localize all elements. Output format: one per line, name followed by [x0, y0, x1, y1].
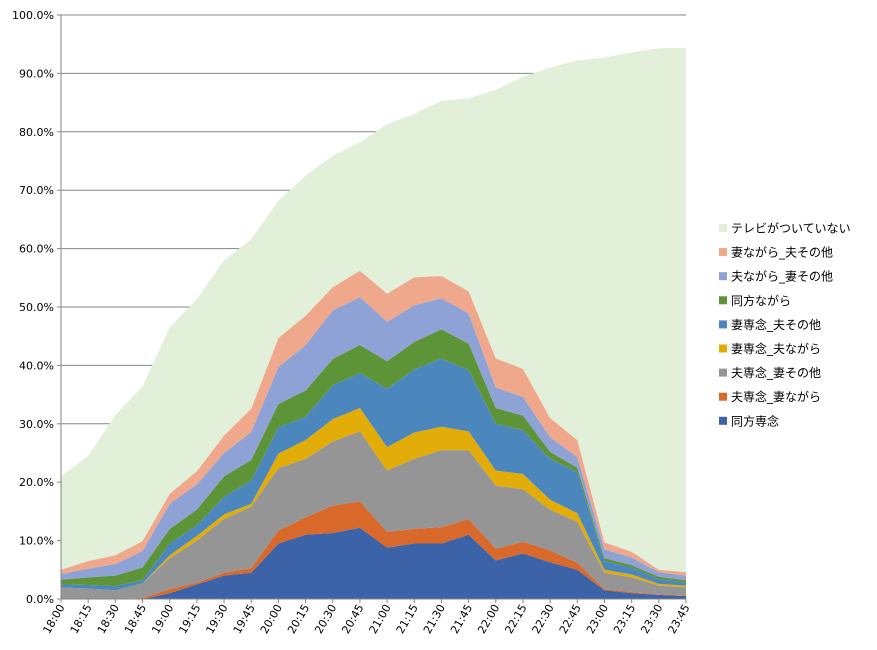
x-tick-label: 23:00 — [584, 602, 611, 636]
legend-swatch — [719, 344, 727, 353]
x-tick-label: 22:30 — [530, 602, 557, 636]
area-series-0 — [61, 527, 686, 599]
x-axis-tick-labels: 18:00 18:15 18:30 18:45 19:00 19:15 19:30 19:45… — [40, 599, 693, 636]
y-tick-label: 20.0% — [19, 476, 54, 489]
y-tick-label: 10.0% — [19, 535, 54, 548]
legend-label: テレビがついていない — [731, 221, 851, 236]
y-tick-label: 100.0% — [12, 9, 54, 22]
y-tick-label: 90.0% — [19, 67, 54, 80]
legend-swatch — [719, 224, 727, 232]
y-tick-label: 70.0% — [19, 184, 54, 197]
legend-swatch — [719, 392, 727, 401]
area-series-1 — [61, 501, 686, 599]
legend-label: 夫専念_妻その他 — [731, 365, 821, 380]
y-tick-label: 30.0% — [19, 418, 54, 431]
x-tick-label: 19:30 — [204, 602, 231, 636]
x-tick-label: 21:45 — [448, 602, 475, 636]
legend-swatch — [719, 368, 727, 377]
x-tick-label: 19:15 — [176, 602, 203, 636]
area-series-5 — [61, 329, 686, 587]
x-tick-label: 21:15 — [394, 602, 421, 636]
plot-areas — [61, 47, 686, 599]
legend-label: 夫専念_妻ながら — [731, 389, 821, 404]
x-tick-label: 22:15 — [502, 602, 529, 636]
x-tick-label: 22:00 — [475, 602, 502, 636]
legend-swatch — [719, 320, 727, 329]
area-series-3 — [61, 408, 686, 591]
legend-label: 同方専念 — [731, 413, 779, 428]
x-tick-label: 18:15 — [68, 602, 95, 636]
y-tick-label: 80.0% — [19, 126, 54, 139]
x-tick-label: 23:45 — [665, 602, 692, 636]
area-series-8 — [61, 47, 686, 573]
area-series-4 — [61, 358, 686, 591]
legend: テレビがついていない妻ながら_夫その他夫ながら_妻その他同方ながら妻専念_夫その… — [719, 221, 851, 428]
legend-swatch — [719, 416, 727, 425]
x-tick-label: 20:15 — [285, 602, 312, 636]
x-tick-label: 19:45 — [231, 602, 258, 636]
y-tick-label: 60.0% — [19, 243, 54, 256]
legend-swatch — [719, 272, 727, 281]
x-tick-label: 18:45 — [122, 602, 149, 636]
legend-label: 妻専念_夫その他 — [731, 317, 821, 332]
y-tick-label: 40.0% — [19, 359, 54, 372]
x-tick-label: 22:45 — [557, 602, 584, 636]
legend-label: 同方ながら — [731, 293, 791, 308]
x-tick-label: 21:30 — [421, 602, 448, 636]
x-tick-label: 18:00 — [40, 602, 67, 636]
x-tick-label: 20:45 — [339, 602, 366, 636]
area-series-2 — [61, 431, 686, 599]
x-tick-label: 23:15 — [611, 602, 638, 636]
y-tick-label: 50.0% — [19, 301, 54, 314]
legend-swatch — [719, 296, 727, 305]
x-tick-label: 20:00 — [258, 602, 285, 636]
x-tick-label: 18:30 — [95, 602, 122, 636]
legend-label: 夫ながら_妻その他 — [731, 269, 833, 284]
x-tick-label: 20:30 — [312, 602, 339, 636]
legend-swatch — [719, 248, 727, 257]
legend-label: 妻ながら_夫その他 — [731, 245, 833, 260]
y-axis-tick-labels: 0.0% 10.0% 20.0% 30.0% 40.0% 50.0% 60.0% 70.0% 8… — [12, 9, 61, 606]
y-tick-label: 0.0% — [26, 593, 54, 606]
x-tick-label: 23:30 — [638, 602, 665, 636]
x-tick-label: 19:00 — [149, 602, 176, 636]
legend-label: 妻専念_夫ながら — [731, 341, 821, 356]
x-tick-label: 21:00 — [367, 602, 394, 636]
